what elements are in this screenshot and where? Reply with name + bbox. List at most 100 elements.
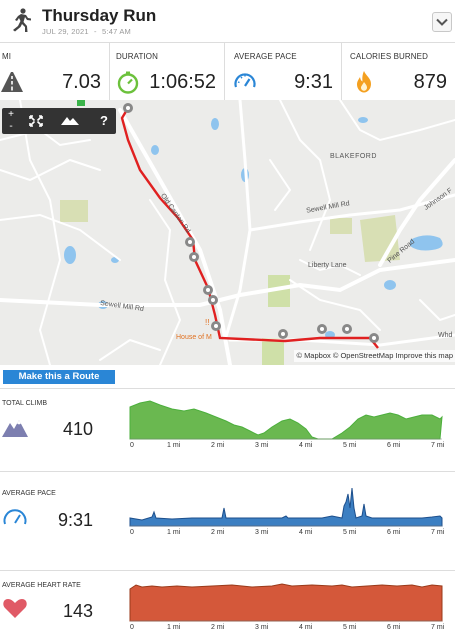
- map-canvas[interactable]: !!: [0, 100, 455, 365]
- x-tick: 1 mi: [167, 442, 181, 449]
- help-button[interactable]: ?: [92, 108, 116, 134]
- lake: [64, 246, 76, 264]
- x-tick: 6 mi: [387, 624, 401, 631]
- x-tick: 4 mi: [299, 442, 313, 449]
- profile-elevation: TOTAL CLIMB 410 0 1 mi 2 mi 3 mi 4 mi 5 …: [0, 388, 455, 458]
- profile-pace: AVERAGE PACE 9:31 0 1 mi 2 mi 3 mi 4 mi …: [0, 471, 455, 541]
- profile-label: TOTAL CLIMB: [2, 400, 47, 407]
- fullscreen-icon: [29, 115, 43, 127]
- mile-marker[interactable]: [203, 285, 213, 295]
- profile-label: AVERAGE PACE: [2, 490, 56, 497]
- pace-chart: 0 1 mi 2 mi 3 mi 4 mi 5 mi 6 mi 7 mi: [129, 487, 445, 536]
- map-label-blakeford: BLAKEFORD: [330, 153, 377, 160]
- map-attribution[interactable]: © Mapbox © OpenStreetMap Improve this ma…: [294, 350, 455, 362]
- datetime-separator: -: [94, 27, 97, 36]
- mile-marker[interactable]: [123, 103, 133, 113]
- park-area: [268, 275, 290, 307]
- x-tick: 7 mi: [431, 624, 445, 631]
- page-title: Thursday Run: [42, 6, 157, 25]
- mile-marker[interactable]: [278, 329, 288, 339]
- heart-rate-chart: 0 1 mi 2 mi 3 mi 4 mi 5 mi 6 mi 7 mi: [129, 583, 445, 631]
- x-tick: 5 mi: [343, 529, 357, 536]
- stat-distance: MI 7.03: [0, 43, 110, 101]
- x-tick: 3 mi: [255, 624, 269, 631]
- park-area: [60, 200, 88, 222]
- stat-value: 879: [413, 71, 447, 93]
- profile-heart-rate: AVERAGE HEART RATE 143 0 1 mi 2 mi 3 mi …: [0, 570, 455, 640]
- stat-pace: AVERAGE PACE 9:31: [225, 43, 342, 101]
- x-tick: 0: [130, 624, 134, 631]
- flame-icon: [357, 71, 371, 93]
- activity-time: 5:47 AM: [102, 27, 131, 36]
- x-tick: 0: [130, 529, 134, 536]
- start-marker[interactable]: [77, 100, 85, 106]
- mile-marker[interactable]: [189, 252, 199, 262]
- profile-value: 143: [62, 601, 93, 621]
- stat-label: MI: [2, 52, 12, 61]
- mountain-icon: [2, 420, 28, 437]
- x-axis-ticks: 0 1 mi 2 mi 3 mi 4 mi 5 mi 6 mi 7 mi: [130, 529, 445, 536]
- activity-date: JUL 29, 2021: [42, 27, 89, 36]
- heart-rate-area: [129, 583, 443, 622]
- stat-calories: CALORIES BURNED 879: [342, 43, 455, 101]
- x-tick: 6 mi: [387, 529, 401, 536]
- lake: [358, 117, 368, 123]
- map-label-house-of: House of M: [176, 334, 212, 341]
- menu-button[interactable]: [432, 12, 452, 32]
- activity-header: Thursday Run JUL 29, 2021 - 5:47 AM: [0, 0, 455, 42]
- finish-marker[interactable]: [369, 333, 379, 343]
- stat-value: 7.03: [62, 71, 101, 93]
- speedometer-icon: [234, 73, 256, 88]
- x-tick: 7 mi: [431, 529, 445, 536]
- park-area: [262, 338, 284, 365]
- zoom-in-button[interactable]: +: [8, 109, 14, 120]
- stat-duration: DURATION 1:06:52: [110, 43, 225, 101]
- zoom-out-button[interactable]: -: [9, 121, 13, 132]
- mile-marker[interactable]: [317, 324, 327, 334]
- x-tick: 5 mi: [343, 624, 357, 631]
- elevation-chart: 0 1 mi 2 mi 3 mi 4 mi 5 mi 6 mi 7 mi: [129, 400, 445, 449]
- profile-value: 410: [62, 419, 93, 439]
- stat-label: DURATION: [116, 52, 158, 61]
- x-tick: 3 mi: [255, 529, 269, 536]
- stats-bar: MI 7.03 DURATION 1:06:52 AVERAGE PACE 9:…: [0, 42, 455, 101]
- x-tick: 2 mi: [211, 529, 225, 536]
- poi-icon: !!: [205, 318, 209, 327]
- route-map[interactable]: !! BLAKEFORD Sewell Mill Rd Sewell Mill …: [0, 100, 455, 365]
- mile-marker[interactable]: [211, 321, 221, 331]
- make-route-button[interactable]: Make this a Route: [3, 370, 115, 384]
- x-tick: 2 mi: [211, 442, 225, 449]
- mile-markers: [123, 103, 379, 343]
- speedometer-icon: [3, 509, 27, 525]
- mile-marker[interactable]: [342, 324, 352, 334]
- pace-area: [129, 487, 443, 527]
- stat-label: AVERAGE PACE: [234, 52, 297, 61]
- route-line: [120, 107, 379, 349]
- x-tick: 3 mi: [255, 442, 269, 449]
- road-network: [0, 100, 455, 365]
- fullscreen-button[interactable]: [24, 108, 48, 134]
- runner-icon: [13, 8, 31, 32]
- x-tick: 1 mi: [167, 624, 181, 631]
- x-tick: 2 mi: [211, 624, 225, 631]
- activity-datetime: JUL 29, 2021 - 5:47 AM: [42, 27, 131, 36]
- road-icon: [1, 72, 23, 92]
- x-tick: 4 mi: [299, 529, 313, 536]
- lake: [384, 280, 396, 290]
- map-controls: + - ?: [2, 108, 116, 134]
- stat-value: 9:31: [294, 71, 333, 93]
- elevation-area: [129, 400, 443, 440]
- stopwatch-icon: [117, 71, 139, 94]
- lake: [211, 118, 219, 130]
- heart-icon: [3, 599, 27, 618]
- mile-marker[interactable]: [208, 295, 218, 305]
- profile-value: 9:31: [57, 510, 93, 530]
- x-tick: 6 mi: [387, 442, 401, 449]
- map-label-whd: Whd: [438, 332, 453, 339]
- x-axis-ticks: 0 1 mi 2 mi 3 mi 4 mi 5 mi 6 mi 7 mi: [130, 624, 445, 631]
- stat-label: CALORIES BURNED: [350, 52, 428, 61]
- mile-marker[interactable]: [185, 237, 195, 247]
- terrain-button[interactable]: [58, 108, 82, 134]
- x-tick: 4 mi: [299, 624, 313, 631]
- lake: [410, 235, 443, 251]
